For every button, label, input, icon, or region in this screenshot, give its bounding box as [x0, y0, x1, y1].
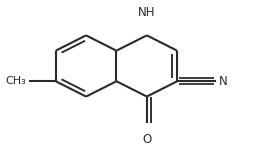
- Text: NH: NH: [138, 6, 155, 19]
- Text: N: N: [219, 75, 227, 88]
- Text: CH₃: CH₃: [6, 76, 26, 86]
- Text: O: O: [142, 133, 151, 146]
